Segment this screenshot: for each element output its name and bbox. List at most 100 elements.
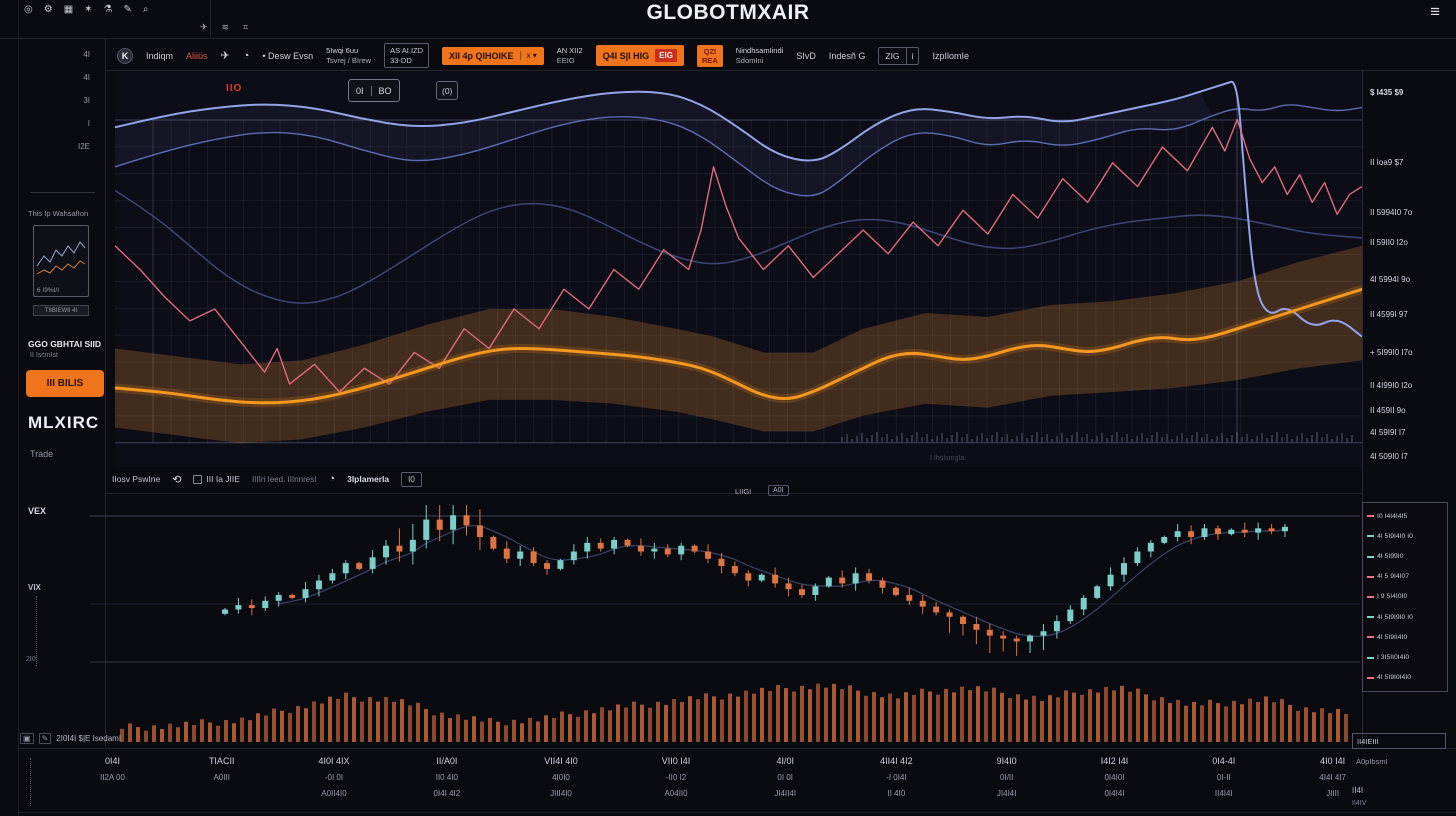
legend-row[interactable]: 4I 5 9I4I07 [1367, 573, 1443, 580]
search-icon[interactable]: ⌕ [142, 4, 149, 15]
clock-icon[interactable]: ◔ [328, 473, 336, 485]
toolbar-item-alfis[interactable]: Aliiüs [186, 50, 208, 61]
grid-icon[interactable]: ▦ [63, 4, 74, 15]
toolbar-item-tsvrej[interactable]: 5Iwqi 6uu Tsvrej / BIrew [326, 46, 371, 65]
lower-chart-symbol: VEX [28, 506, 47, 516]
footer-corner-b: II4IV [1352, 800, 1367, 807]
main-chart-canvas[interactable] [110, 72, 1367, 467]
app-title: GLOBOTMXAIR [646, 1, 810, 24]
timeframe-option-b[interactable]: BO [370, 85, 399, 96]
legend-value: 4I 5I9I9I0 I0 [1377, 613, 1413, 621]
thumbnail-caption: 6 I9%I/I [37, 287, 60, 294]
legend-value: 4I 5I9I4I0 I0 [1377, 532, 1413, 540]
legend-tick-icon [1367, 515, 1374, 518]
legend-row[interactable]: 4I 5I99I0 [1367, 553, 1443, 560]
edit-small-icon[interactable]: ✎ [38, 733, 52, 744]
sidebar-divider [30, 192, 95, 193]
x-axis-label: 0I4-4I [1212, 756, 1236, 766]
header-tools-cluster-2: ✈ ≋ ⌗ [200, 22, 248, 33]
tag-icon[interactable]: ⌗ [243, 22, 249, 32]
toolbar-item-zig-info[interactable]: i [905, 47, 919, 64]
grid-small-icon[interactable]: ▣ [20, 733, 34, 744]
toolbar-item-sid[interactable]: SIvD [796, 50, 816, 61]
pencil-icon[interactable]: ✎ [123, 4, 132, 15]
toolbar-item-plane[interactable]: ✈ [220, 50, 230, 62]
footer-right-box[interactable]: II4IEIII [1352, 733, 1446, 749]
legend-row[interactable]: 4I 5I9I9I0 I0 [1367, 614, 1443, 621]
legend-value: I0 I4I4I4I5 [1377, 512, 1408, 520]
overlay-checkbox[interactable]: III Ia JIIE [193, 474, 240, 484]
toolbar-item-indesn[interactable]: Indesñ G [828, 50, 866, 61]
toolbar-item-nindhsam-line1: NindhsamIindi [735, 46, 784, 56]
legend-row[interactable]: 4I 5I9I0I4I0 [1367, 674, 1443, 681]
period-value-box[interactable]: I0 [401, 471, 422, 487]
watchlist-thumbnail[interactable]: 6 I9%I/I [33, 225, 89, 297]
toolbar-item-zig[interactable]: ZIG i [878, 46, 920, 65]
gear-icon[interactable]: ⚙ [43, 4, 53, 15]
toolbar-item-qii-sii[interactable]: Q4I S|I HIG EIG [595, 45, 684, 66]
x-axis-group: 4I/0I 0I 0I JI4II4I [774, 757, 796, 798]
legend-row[interactable]: I 3I5II0I4I0 [1367, 654, 1443, 661]
x-axis-group: II/A0I II0 4I0 0I4I 4I2 [434, 757, 461, 798]
legend-row[interactable]: I 9 5I4I0I0 [1367, 593, 1443, 600]
footer-right-sub: A0pIbsmI [1356, 757, 1388, 766]
legend-row[interactable]: 4I 5I9II4I0 [1367, 634, 1443, 641]
account-subtitle: II IscmIst [30, 352, 58, 359]
toolbar-item-compass[interactable]: ◔ [242, 49, 250, 62]
x-axis-label: JI4II4I [774, 789, 797, 798]
hamburger-menu-icon[interactable]: ≡ [1430, 2, 1440, 21]
x-axis-label: II 4I0 [887, 789, 906, 798]
x-axis: 0I4I II2A 00 TIACII A0III 4I0I 4IX -0I 0I A0II… [100, 757, 1346, 798]
toolbar-item-qzi-rea[interactable]: QZI REA [696, 44, 723, 67]
legend-value: I 3I5II0I4I0 [1377, 654, 1410, 662]
x-axis-label: A0II4I0 [321, 789, 347, 798]
plane-icon[interactable]: ✈ [200, 22, 208, 32]
legend-tick-icon [1367, 676, 1374, 679]
toolbar-item-as-aid[interactable]: AS AI.IZD 33-DD [384, 43, 430, 68]
target-icon[interactable]: ◎ [24, 4, 33, 15]
toolbar-item-izpilomie[interactable]: IzpIlomIe [932, 50, 969, 61]
lower-chart[interactable] [90, 500, 1360, 746]
lower-chart-legend-panel: I0 I4I4I4I5 4I 5I9I4I0 I0 4I 5I99I0 4I 5 9I… [1362, 502, 1448, 692]
flask-icon[interactable]: ⚗ [103, 4, 113, 15]
toolbar-item-an-xii-line1: AN XII2 [556, 46, 583, 56]
toolbar-item-drew-even[interactable]: • Desw Evsn [262, 50, 314, 61]
indicator-label[interactable]: 3IpIamerIa [347, 474, 390, 484]
x-axis-group: VII0 I4I -II0 I2 A04II0 [662, 757, 691, 798]
toolbar-item-logo[interactable]: K [117, 47, 133, 64]
lower-chart-canvas[interactable] [90, 500, 1360, 746]
timeframe-extra[interactable]: (0) [436, 81, 459, 100]
legend-row[interactable]: I0 I4I4I4I5 [1367, 513, 1443, 520]
x-axis-label: VII4I 4I0 [544, 756, 578, 766]
x-axis-label: A04II0 [664, 789, 688, 798]
x-axis-label: JIII4I0 [550, 789, 572, 798]
refresh-icon[interactable]: ⟲ [172, 473, 182, 486]
watchlist-scrollbar[interactable]: TIIBIEWII 4I [33, 305, 89, 316]
legend-tick-icon [1367, 595, 1374, 598]
star-icon[interactable]: ✶ [84, 4, 93, 15]
bottom-border [18, 812, 1456, 813]
toolbar-item-qhoike-label: XII 4p QIHOIKE [449, 50, 514, 61]
toolbar-item-nindhsam[interactable]: NindhsamIindi SdomIni [736, 46, 784, 65]
header-border [0, 38, 1456, 39]
new-drawing-label[interactable]: IIosv PswIne [112, 474, 161, 484]
trade-link[interactable]: Trade [30, 449, 54, 459]
timeframe-option-a[interactable]: 0I [356, 85, 364, 96]
toolbar-item-indiqm[interactable]: Indiqm [146, 50, 174, 61]
x-axis-label: -0I 0I [324, 773, 344, 782]
x-axis-group: 4I0 I4I 4I4I 4I7 JIIII [1319, 757, 1346, 798]
buy-button[interactable]: III BILIS [26, 370, 104, 397]
toolbar-item-an-xii[interactable]: AN XII2 EEIG [557, 46, 583, 65]
legend-tick-icon [1367, 555, 1374, 558]
main-chart[interactable] [110, 72, 1367, 467]
y-axis-label: + 5I99I0 I7o [1370, 348, 1413, 357]
scale-number: I2E [77, 142, 90, 151]
toolbar-item-as-aid-line1: AS AI.IZD [390, 46, 424, 56]
legend-row[interactable]: 4I 5I9I4I0 I0 [1367, 533, 1443, 540]
timeframe-selector[interactable]: 0I BO [348, 79, 400, 102]
x-axis-label: JI4I4I [996, 789, 1017, 798]
toolbar-item-qhoike[interactable]: XII 4p QIHOIKE x ▾ [442, 46, 544, 65]
center-tag[interactable]: A0I [768, 485, 789, 496]
layers-icon[interactable]: ≋ [221, 22, 230, 32]
y-axis-label: 4I 5994I 9o [1370, 275, 1411, 284]
